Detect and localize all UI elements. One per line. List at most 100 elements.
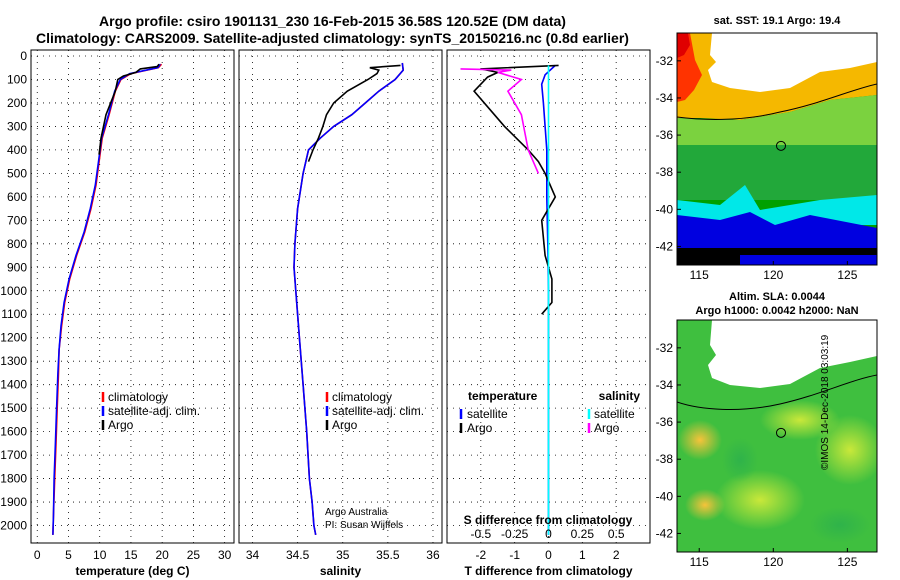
sst-map xyxy=(676,32,878,266)
sla-land xyxy=(677,320,877,388)
series-line-argo xyxy=(307,64,401,162)
figure-title-line1: Argo profile: csiro 1901131_230 16-Feb-2… xyxy=(99,13,566,29)
series-line-satellite-adj-clim- xyxy=(293,62,405,536)
map-y-tick-label: -40 xyxy=(656,202,674,216)
series-line-climatology xyxy=(52,63,163,535)
x-tick-label: 10 xyxy=(93,548,107,562)
legend-label: satellite xyxy=(594,407,635,421)
sla-map-title-line1: Altim. SLA: 0.0044 xyxy=(729,291,825,303)
credit-line2: PI: Susan Wijffels xyxy=(325,520,404,531)
map-y-tick-label: -34 xyxy=(656,91,674,105)
sst-isobath xyxy=(677,83,877,120)
x-tick-label: 0 xyxy=(34,548,41,562)
secondary-axis-label: S difference from climatology xyxy=(464,513,633,527)
x-tick-label: 34 xyxy=(246,548,260,562)
y-tick-label: 700 xyxy=(7,213,27,227)
sla-map xyxy=(676,319,878,553)
series-group xyxy=(52,63,163,535)
legend-label: Argo xyxy=(108,418,134,432)
map-x-tick-label: 115 xyxy=(690,268,709,282)
legend-label: climatology xyxy=(108,390,168,404)
sla-map-frame xyxy=(676,319,878,553)
map-y-tick-label: -38 xyxy=(656,165,674,179)
legend-label: Argo xyxy=(332,418,358,432)
y-tick-label: 200 xyxy=(7,96,27,110)
y-tick-label: 2000 xyxy=(0,519,27,533)
y-tick-label: 900 xyxy=(7,260,27,274)
x-tick-label: 0 xyxy=(545,548,552,562)
x-tick-label: 25 xyxy=(187,548,201,562)
argo-position-marker xyxy=(776,427,786,438)
sst-map-title: sat. SST: 19.1 Argo: 19.4 xyxy=(713,15,841,27)
x-tick-label: 2 xyxy=(613,548,620,562)
sla-low-blob xyxy=(722,438,758,482)
y-tick-label: 100 xyxy=(7,72,27,86)
x-tick-label: 15 xyxy=(124,548,138,562)
sla-high-blob xyxy=(678,420,722,460)
x-tick-label: 35.5 xyxy=(376,548,400,562)
legend-header: temperature xyxy=(468,389,538,403)
argo-position-marker xyxy=(776,140,786,151)
secondary-tick-label: 0 xyxy=(545,527,552,541)
sst-green-band xyxy=(677,145,877,200)
legend-label: satellite-adj. clim. xyxy=(332,404,424,418)
panel-frame xyxy=(30,49,235,544)
map-y-tick-label: -34 xyxy=(656,378,674,392)
imos-watermark: ©IMOS 14-Dec-2018 03:03:19 xyxy=(820,334,831,470)
map-x-tick-label: 120 xyxy=(763,268,783,282)
map-y-tick-label: -36 xyxy=(656,415,674,429)
panel-frame xyxy=(238,49,443,544)
y-tick-label: 600 xyxy=(7,190,27,204)
x-tick-label: 30 xyxy=(218,548,232,562)
sst-hottest-patch xyxy=(677,33,690,58)
y-tick-label: 1200 xyxy=(0,331,27,345)
x-axis-label: salinity xyxy=(320,564,362,578)
x-tick-label: 5 xyxy=(65,548,72,562)
series-line-climatology xyxy=(293,62,405,536)
map-x-tick-label: 120 xyxy=(763,555,783,569)
map-y-tick-label: -32 xyxy=(656,341,674,355)
map-x-tick-label: 125 xyxy=(837,555,857,569)
y-tick-label: 1000 xyxy=(0,284,27,298)
sst-map-frame xyxy=(676,32,878,266)
credit-line1: Argo Australia xyxy=(325,507,388,518)
legend-label: satellite xyxy=(467,407,508,421)
secondary-tick-label: -0.25 xyxy=(501,527,529,541)
x-tick-label: 36 xyxy=(426,548,440,562)
y-tick-label: 1100 xyxy=(1,307,27,321)
sla-low-blob xyxy=(810,507,870,543)
sst-lightgreen-band xyxy=(677,95,877,155)
y-tick-label: 1400 xyxy=(0,378,27,392)
map-y-tick-label: -32 xyxy=(656,54,674,68)
legend-label: Argo xyxy=(467,421,493,435)
series-line-satellite-adj-clim- xyxy=(52,63,161,535)
y-tick-label: 400 xyxy=(7,143,27,157)
x-tick-label: 35 xyxy=(336,548,350,562)
sla-mid-blob xyxy=(760,400,840,440)
plot-frames xyxy=(30,49,651,544)
sla-isobath xyxy=(677,374,877,410)
x-axis-label: T difference from climatology xyxy=(464,564,632,578)
x-axis-label: temperature (deg C) xyxy=(75,564,189,578)
secondary-tick-label: -0.5 xyxy=(470,527,491,541)
figure-title-line2: Climatology: CARS2009. Satellite-adjuste… xyxy=(36,30,629,46)
y-tick-label: 1500 xyxy=(0,401,27,415)
sst-land xyxy=(677,33,877,92)
legend-header: salinity xyxy=(599,389,641,403)
secondary-tick-label: 0.5 xyxy=(608,527,625,541)
sla-map-title-line2: Argo h1000: 0.0042 h2000: NaN xyxy=(695,305,859,317)
series-line-s-argo xyxy=(460,68,540,174)
y-tick-label: 300 xyxy=(7,119,27,133)
x-tick-label: 20 xyxy=(155,548,169,562)
series-group xyxy=(460,64,559,535)
map-x-tick-label: 115 xyxy=(690,555,709,569)
map-y-tick-label: -42 xyxy=(656,526,674,540)
x-tick-label: 1 xyxy=(579,548,586,562)
map-y-tick-label: -42 xyxy=(656,239,674,253)
y-tick-label: 500 xyxy=(7,166,27,180)
sla-mid-blob xyxy=(715,470,805,530)
legend-label: satellite-adj. clim. xyxy=(108,404,200,418)
series-line-argo xyxy=(98,63,160,155)
